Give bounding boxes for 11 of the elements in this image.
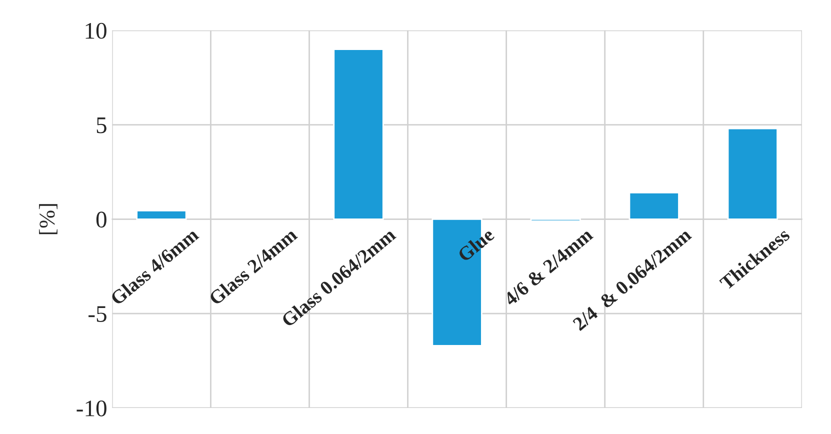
y-tick-label: 5 [96, 118, 106, 134]
bar [333, 48, 384, 220]
y-tick-label: 0 [96, 212, 106, 228]
x-tick-label: Glue [456, 227, 496, 262]
y-tick-label: -5 [88, 306, 106, 322]
y-axis-title: [%] [39, 204, 58, 234]
y-tick-label: 10 [86, 22, 106, 39]
bar [628, 192, 680, 220]
y-tick-label: -10 [76, 400, 106, 416]
bar [727, 128, 778, 220]
bar [136, 210, 187, 220]
